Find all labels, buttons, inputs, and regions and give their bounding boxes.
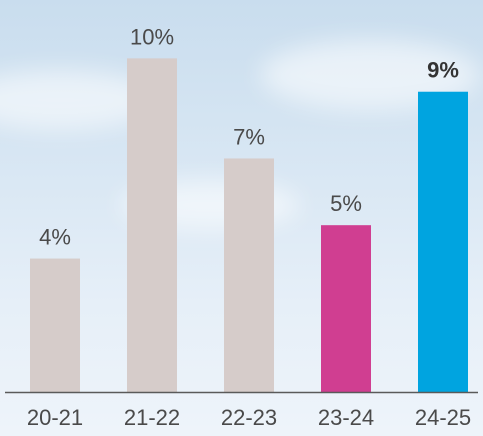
value-label-20-21: 4%	[39, 225, 71, 250]
category-label-24-25: 24-25	[415, 405, 471, 430]
bar-22-23	[224, 158, 274, 392]
value-label-22-23: 7%	[233, 124, 265, 149]
value-label-21-22: 10%	[130, 24, 174, 49]
value-label-23-24: 5%	[330, 191, 362, 216]
value-labels-group: 4% 10% 7% 5% 9%	[39, 24, 459, 249]
category-labels-group: 20-21 21-22 22-23 23-24 24-25	[27, 405, 471, 430]
bars-group	[30, 58, 468, 393]
bar-21-22	[127, 58, 177, 392]
category-label-21-22: 21-22	[124, 405, 180, 430]
bar-20-21	[30, 258, 80, 392]
category-label-22-23: 22-23	[221, 405, 277, 430]
bar-23-24	[321, 225, 371, 392]
category-label-20-21: 20-21	[27, 405, 83, 430]
value-label-24-25: 9%	[427, 58, 459, 83]
category-label-23-24: 23-24	[318, 405, 374, 430]
bar-24-25	[418, 91, 468, 393]
